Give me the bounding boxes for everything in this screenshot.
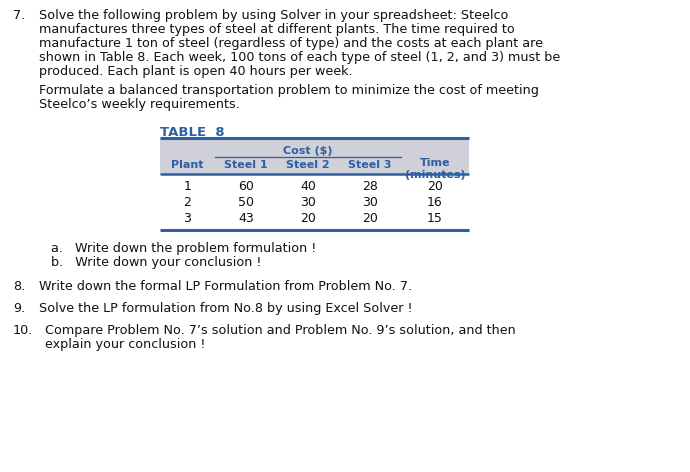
Text: Compare Problem No. 7’s solution and Problem No. 9’s solution, and then: Compare Problem No. 7’s solution and Pro…: [45, 324, 515, 337]
Text: 20: 20: [362, 212, 378, 225]
Text: Write down the formal LP Formulation from Problem No. 7.: Write down the formal LP Formulation fro…: [39, 280, 412, 293]
Bar: [160, 138, 469, 174]
Text: Solve the following problem by using Solver in your spreadsheet: Steelco: Solve the following problem by using Sol…: [39, 9, 509, 22]
Text: 7.: 7.: [13, 9, 26, 22]
Text: 20: 20: [427, 180, 443, 193]
Text: Cost ($): Cost ($): [284, 146, 333, 156]
Text: Steel 2: Steel 2: [286, 160, 330, 170]
Text: TABLE  8: TABLE 8: [160, 126, 225, 139]
Text: 28: 28: [362, 180, 378, 193]
Text: 9.: 9.: [13, 302, 25, 315]
Text: b.   Write down your conclusion !: b. Write down your conclusion !: [51, 256, 262, 269]
Text: Plant: Plant: [171, 160, 204, 170]
Text: 10.: 10.: [13, 324, 33, 337]
Text: 8.: 8.: [13, 280, 26, 293]
Text: manufacture 1 ton of steel (regardless of type) and the costs at each plant are: manufacture 1 ton of steel (regardless o…: [39, 37, 543, 50]
Text: 30: 30: [300, 196, 316, 209]
Text: 30: 30: [362, 196, 378, 209]
Text: Steel 1: Steel 1: [224, 160, 268, 170]
Text: explain your conclusion !: explain your conclusion !: [45, 338, 206, 351]
Text: produced. Each plant is open 40 hours per week.: produced. Each plant is open 40 hours pe…: [39, 65, 353, 78]
Text: shown in Table 8. Each week, 100 tons of each type of steel (1, 2, and 3) must b: shown in Table 8. Each week, 100 tons of…: [39, 51, 560, 64]
Text: 15: 15: [427, 212, 443, 225]
Text: 16: 16: [427, 196, 443, 209]
Text: manufactures three types of steel at different plants. The time required to: manufactures three types of steel at dif…: [39, 23, 515, 36]
Text: 40: 40: [300, 180, 316, 193]
Text: 43: 43: [238, 212, 254, 225]
Text: a.   Write down the problem formulation !: a. Write down the problem formulation !: [51, 242, 316, 255]
Text: Steelco’s weekly requirements.: Steelco’s weekly requirements.: [39, 98, 240, 111]
Text: Formulate a balanced transportation problem to minimize the cost of meeting: Formulate a balanced transportation prob…: [39, 84, 539, 97]
Text: 3: 3: [184, 212, 191, 225]
Text: Solve the LP formulation from No.8 by using Excel Solver !: Solve the LP formulation from No.8 by us…: [39, 302, 413, 315]
Text: 50: 50: [238, 196, 254, 209]
Text: 2: 2: [184, 196, 191, 209]
Text: 20: 20: [300, 212, 316, 225]
Text: Time
(minutes): Time (minutes): [405, 158, 465, 180]
Text: 1: 1: [184, 180, 191, 193]
Text: 60: 60: [238, 180, 254, 193]
Text: Steel 3: Steel 3: [348, 160, 392, 170]
